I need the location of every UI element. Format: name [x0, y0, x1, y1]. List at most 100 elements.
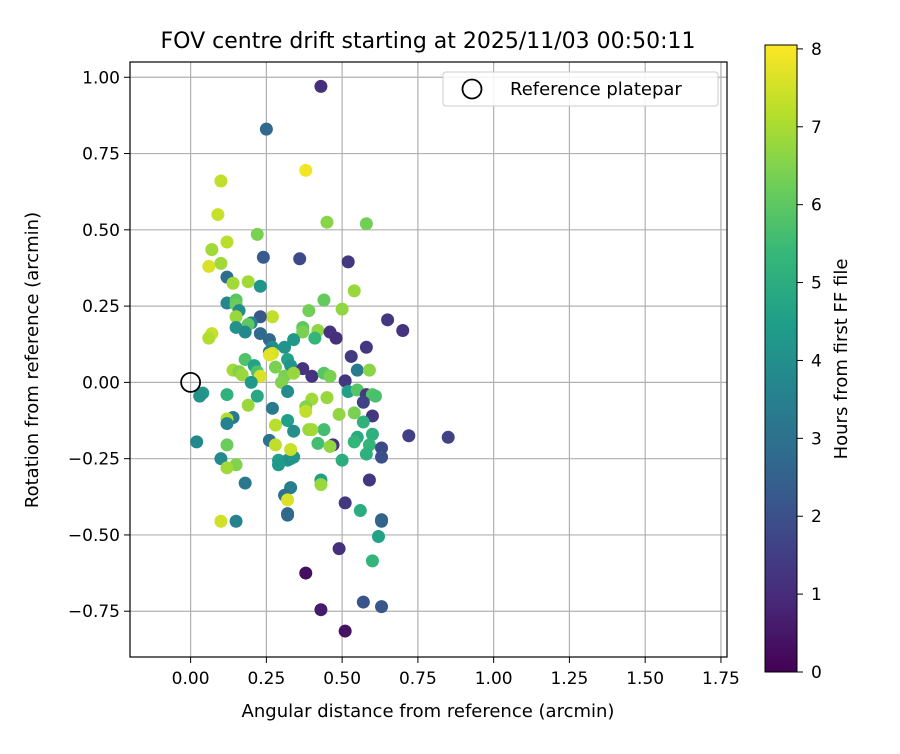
data-point — [338, 496, 352, 510]
data-point — [250, 227, 264, 241]
data-point — [265, 310, 279, 324]
y-axis-label: Rotation from reference (arcmin) — [22, 212, 43, 508]
legend-label: Reference platepar — [510, 79, 682, 100]
data-point — [229, 310, 243, 324]
data-point — [311, 436, 325, 450]
data-point — [235, 368, 249, 382]
data-point — [259, 122, 273, 136]
data-point — [350, 363, 364, 377]
data-point — [347, 284, 361, 298]
data-point — [281, 414, 295, 428]
data-point — [220, 438, 234, 452]
legend-box — [442, 71, 719, 107]
data-point — [220, 388, 234, 402]
data-point — [268, 418, 282, 432]
data-point — [335, 453, 349, 467]
data-point — [262, 348, 276, 362]
data-point — [281, 493, 295, 507]
data-point — [320, 391, 334, 405]
data-point — [332, 542, 346, 556]
data-point — [359, 447, 373, 461]
data-points — [190, 79, 455, 638]
data-point — [238, 325, 252, 339]
data-point — [375, 514, 389, 528]
y-tick-label: −0.50 — [68, 526, 120, 546]
colorbar-tick-label: 7 — [811, 118, 822, 138]
data-point — [441, 430, 455, 444]
data-point — [344, 349, 358, 363]
data-point — [214, 174, 228, 188]
data-point — [287, 333, 301, 347]
colorbar-tick-label: 4 — [811, 351, 822, 371]
grid-lines — [130, 62, 727, 657]
data-point — [362, 363, 376, 377]
data-point — [253, 327, 267, 341]
data-point — [220, 461, 234, 475]
legend: Reference platepar — [442, 71, 719, 107]
data-point — [359, 217, 373, 231]
data-point — [375, 450, 389, 464]
data-point — [396, 324, 410, 338]
data-point — [299, 163, 313, 177]
data-point — [317, 293, 331, 307]
data-point — [238, 353, 252, 366]
data-point — [287, 424, 301, 438]
data-point — [402, 429, 416, 443]
data-point — [268, 438, 282, 452]
data-point — [287, 366, 301, 380]
colorbar-tick-label: 2 — [811, 507, 822, 527]
data-point — [193, 389, 207, 403]
data-point — [332, 407, 346, 421]
y-tick-label: 1.00 — [82, 68, 120, 88]
y-tick-label: 0.75 — [82, 145, 120, 165]
x-axis-ticks: 0.00 0.25 0.50 0.75 1.00 1.25 1.50 1.75 — [172, 657, 740, 689]
colorbar-tick-label: 5 — [811, 274, 822, 294]
y-tick-label: −0.75 — [68, 602, 120, 622]
data-point — [275, 375, 289, 389]
chart-title: FOV centre drift starting at 2025/11/03 … — [161, 29, 696, 54]
colorbar-tick-label: 8 — [811, 40, 822, 60]
x-tick-label: 1.75 — [702, 669, 740, 689]
data-point — [359, 340, 373, 354]
data-point — [338, 374, 352, 388]
reference-point-marker — [180, 371, 202, 393]
x-tick-label: 1.00 — [475, 669, 513, 689]
data-point — [308, 331, 322, 345]
colorbar-label: Hours from first FF file — [831, 259, 852, 460]
data-point — [265, 401, 279, 415]
x-tick-label: 0.50 — [323, 669, 361, 689]
data-point — [347, 406, 361, 420]
data-point — [250, 389, 264, 403]
data-point — [281, 385, 295, 399]
data-point — [302, 304, 316, 318]
data-point — [253, 369, 267, 383]
data-point — [375, 600, 389, 614]
data-point — [299, 566, 313, 580]
x-tick-label: 0.25 — [247, 669, 285, 689]
x-tick-label: 1.25 — [550, 669, 588, 689]
legend-marker-icon — [461, 78, 483, 100]
y-tick-label: 0.25 — [82, 297, 120, 317]
colorbar-tick-label: 1 — [811, 585, 822, 605]
data-point — [341, 255, 355, 269]
data-point — [371, 529, 385, 543]
y-tick-label: 0.50 — [82, 221, 120, 241]
data-point — [305, 423, 319, 437]
data-point — [335, 302, 349, 316]
data-point — [329, 331, 343, 345]
data-point — [299, 404, 313, 418]
x-tick-label: 0.75 — [399, 669, 437, 689]
data-point — [368, 389, 382, 403]
data-point — [268, 360, 282, 374]
colorbar-gradient — [764, 44, 798, 673]
data-point — [256, 250, 270, 264]
y-tick-label: −0.25 — [68, 450, 120, 470]
data-point — [278, 340, 292, 354]
colorbar-tick-label: 0 — [811, 663, 822, 683]
data-point — [214, 256, 228, 270]
data-point — [320, 215, 334, 229]
data-point — [205, 243, 219, 257]
colorbar: 0 1 2 3 4 5 6 7 8 Hours from first FF file — [764, 40, 852, 683]
data-point — [375, 441, 389, 455]
data-point — [214, 514, 228, 528]
